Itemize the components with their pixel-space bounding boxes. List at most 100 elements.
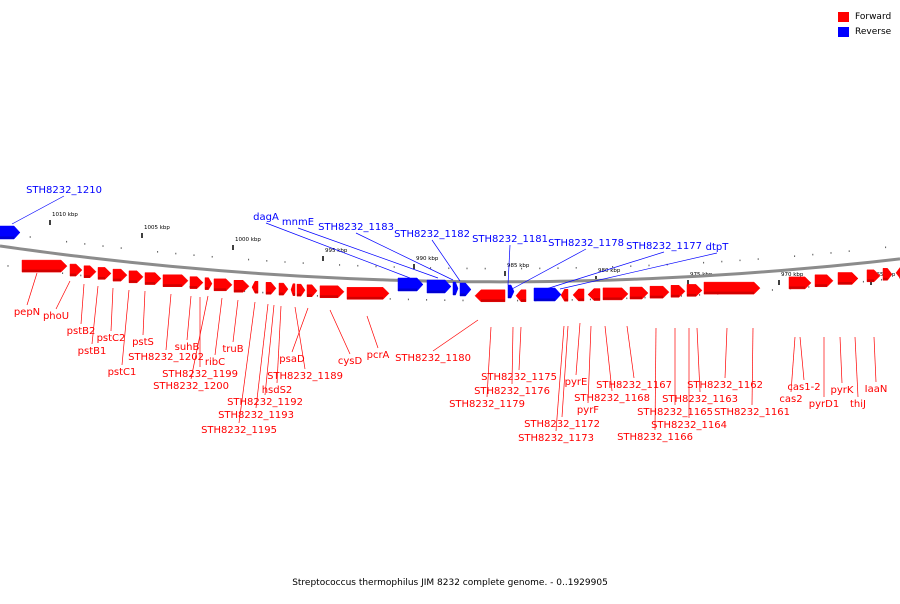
gene-label[interactable]: pyrF — [577, 405, 599, 416]
gene-label[interactable]: mnmE — [282, 217, 314, 228]
label-connector — [294, 306, 306, 370]
gene-label[interactable]: STH8232_1163 — [662, 394, 738, 405]
gene-shadow — [671, 294, 679, 298]
scale-tick-label: 995 kbp — [325, 248, 348, 254]
gene-label[interactable]: pyrD1 — [809, 399, 839, 410]
gene-shadow — [460, 293, 466, 296]
label-connector — [121, 289, 130, 366]
gene-label[interactable]: STH8232_1179 — [449, 399, 525, 410]
gene-label[interactable]: STH8232_1166 — [617, 432, 693, 443]
gene-label[interactable]: dagA — [253, 212, 279, 223]
gene-features — [0, 225, 900, 303]
gene-arrow — [426, 279, 452, 294]
label-connector — [604, 325, 613, 392]
gene-label[interactable]: thiJ — [850, 399, 866, 410]
gene-shadow — [98, 276, 105, 280]
label-connector — [142, 290, 146, 336]
gene-shadow — [307, 294, 312, 297]
gene-label[interactable]: STH8232_1183 — [318, 222, 394, 233]
gene-arrow — [319, 285, 345, 299]
gene-shadow — [279, 292, 284, 296]
gene-label[interactable]: STH8232_1164 — [651, 420, 727, 431]
gene-label[interactable]: STH8232_1167 — [596, 380, 672, 391]
gene-label[interactable]: STH8232_1165 — [637, 407, 713, 418]
gene-arrow — [866, 269, 881, 283]
gene-shadow — [867, 279, 874, 282]
gene-label[interactable]: STH8232_1176 — [474, 386, 550, 397]
gene-arrow — [69, 263, 83, 277]
gene-label[interactable]: STH8232_1195 — [201, 425, 277, 436]
label-connector — [654, 327, 657, 431]
gene-label[interactable]: pstB1 — [78, 346, 107, 357]
gene-shadow — [214, 288, 226, 291]
gene-label[interactable]: cas1-2 — [787, 382, 820, 393]
gene-label[interactable]: STH8232_1173 — [518, 433, 594, 444]
label-connector — [626, 325, 635, 379]
gene-arrow — [112, 268, 128, 282]
label-connector — [264, 304, 275, 396]
gene-label[interactable]: STH8232_1177 — [626, 241, 702, 252]
gene-label[interactable]: STH8232_1178 — [548, 238, 624, 249]
gene-label[interactable]: dtpT — [706, 242, 730, 253]
label-connector — [276, 305, 282, 384]
gene-label[interactable]: pstS — [132, 337, 154, 348]
gene-arrow — [213, 278, 233, 292]
gene-labels: pepN phoU pstB2 pstB1 pstC2 pstC1 pstS STH8232_… — [14, 185, 888, 444]
gene-label[interactable]: phoU — [43, 311, 69, 322]
gene-label[interactable]: STH8232_1202 — [128, 352, 204, 363]
gene-label[interactable]: pstC1 — [108, 367, 137, 378]
gene-label[interactable]: pyrK — [831, 385, 854, 396]
gene-label[interactable]: pstC2 — [97, 333, 126, 344]
gene-label[interactable]: STH8232_1210 — [26, 185, 102, 196]
gene-label[interactable]: STH8232_1199 — [162, 369, 238, 380]
gene-label[interactable]: STH8232_1172 — [524, 419, 600, 430]
gene-label[interactable]: pyrE — [565, 377, 588, 388]
gene-label[interactable]: STH8232_1161 — [714, 407, 790, 418]
gene-shadow — [129, 280, 137, 283]
gene-label[interactable]: hsdS2 — [262, 385, 293, 396]
gene-label[interactable]: STH8232_1180 — [395, 353, 471, 364]
gene-label[interactable]: STH8232_1182 — [394, 229, 470, 240]
gene-label[interactable]: pstB2 — [67, 326, 96, 337]
label-connector — [214, 297, 223, 356]
gene-label[interactable]: STH8232_1189 — [267, 371, 343, 382]
label-connector — [587, 325, 592, 404]
label-connector — [696, 327, 701, 393]
gene-label[interactable]: truB — [222, 344, 243, 355]
gene-arrow — [670, 285, 686, 298]
gene-label[interactable]: suhB — [175, 342, 200, 353]
gene-shadow — [205, 287, 209, 290]
gene-label[interactable]: ribC — [205, 357, 225, 368]
gene-label[interactable]: IaaN — [865, 384, 888, 395]
gene-label[interactable]: cas2 — [779, 394, 802, 405]
scale-tick-label: 990 kbp — [416, 256, 439, 262]
gene-label[interactable]: STH8232_1175 — [481, 372, 557, 383]
gene-label[interactable]: STH8232_1192 — [227, 397, 303, 408]
gene-arrow — [290, 283, 296, 296]
gene-label[interactable]: STH8232_1193 — [218, 410, 294, 421]
gene-label[interactable]: cysD — [338, 356, 363, 367]
gene-arrow — [265, 282, 277, 295]
gene-label[interactable]: STH8232_1200 — [153, 381, 229, 392]
gene-shadow — [163, 284, 182, 287]
gene-label[interactable]: pcrA — [367, 350, 390, 361]
gene-shadow — [687, 293, 696, 297]
gene-label[interactable]: STH8232_1162 — [687, 380, 763, 391]
gene-label[interactable]: psaD — [279, 354, 305, 365]
gene-arrow — [474, 289, 506, 303]
label-connector — [799, 336, 805, 381]
gene-label[interactable]: STH8232_1168 — [574, 393, 650, 404]
gene-arrow — [649, 285, 670, 299]
label-connector — [186, 295, 192, 341]
gene-arrow — [144, 272, 162, 285]
gene-shadow — [293, 293, 295, 296]
gene-label[interactable]: pepN — [14, 307, 40, 318]
gene-arrow — [162, 274, 189, 287]
gene-arrow — [204, 277, 213, 290]
gene-arrow — [233, 279, 250, 293]
label-connector — [561, 325, 569, 418]
gene-arrow — [882, 268, 893, 281]
label-connector — [432, 319, 479, 352]
gene-label[interactable]: STH8232_1181 — [472, 234, 548, 245]
gene-arrow — [602, 287, 629, 301]
